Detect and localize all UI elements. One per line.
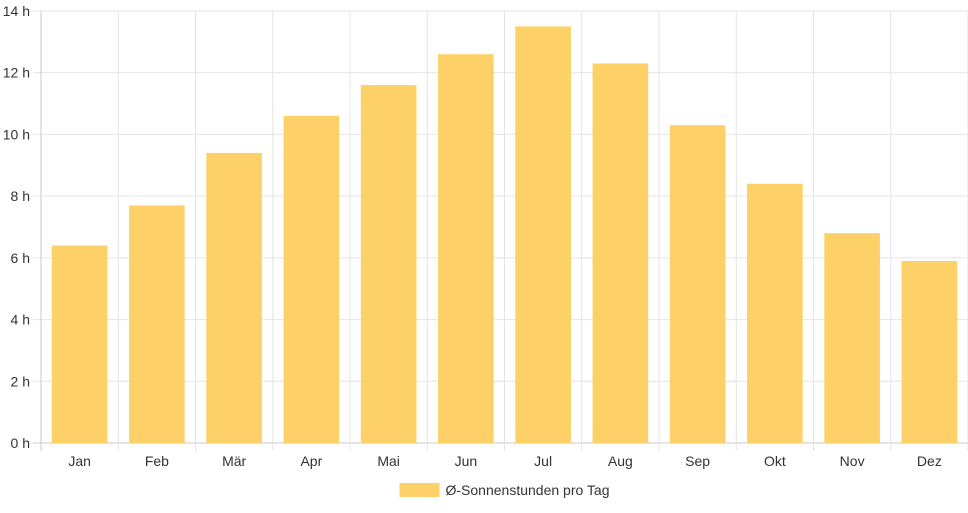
- y-tick-label: 4 h: [11, 312, 30, 328]
- x-tick-label: Sep: [685, 453, 710, 469]
- bar-Feb[interactable]: [129, 205, 185, 443]
- x-tick-label: Jul: [534, 453, 552, 469]
- bar-Jul[interactable]: [515, 26, 571, 444]
- bar-Mär[interactable]: [206, 152, 262, 443]
- bar-Jan[interactable]: [51, 245, 108, 443]
- y-tick-label: 10 h: [3, 126, 30, 142]
- y-tick-label: 14 h: [3, 3, 30, 19]
- bar-Nov[interactable]: [824, 233, 880, 443]
- bar-Mai[interactable]: [360, 85, 417, 444]
- legend-label: Ø-Sonnenstunden pro Tag: [446, 482, 610, 498]
- y-tick-label: 8 h: [11, 188, 30, 204]
- legend: Ø-Sonnenstunden pro Tag: [399, 482, 610, 498]
- bar-Okt[interactable]: [747, 183, 803, 444]
- bar-Sep[interactable]: [669, 125, 726, 444]
- legend-swatch: [399, 483, 440, 497]
- x-tick-label: Feb: [145, 453, 169, 469]
- x-tick-label: Okt: [764, 453, 786, 469]
- x-tick-label: Jan: [68, 453, 91, 469]
- x-tick-label: Dez: [917, 453, 942, 469]
- bar-series: [51, 26, 958, 444]
- bar-Aug[interactable]: [592, 63, 649, 443]
- x-tick-label: Jun: [455, 453, 478, 469]
- grid-lines: [33, 10, 968, 451]
- x-tick-label: Mai: [377, 453, 400, 469]
- y-tick-label: 2 h: [11, 373, 30, 389]
- bar-Apr[interactable]: [283, 115, 340, 444]
- y-tick-label: 0 h: [11, 435, 30, 451]
- bar-Jun[interactable]: [438, 54, 494, 443]
- y-tick-label: 12 h: [3, 65, 30, 81]
- bar-Dez[interactable]: [901, 260, 958, 443]
- x-tick-label: Nov: [840, 453, 865, 469]
- y-tick-label: 6 h: [11, 250, 30, 266]
- x-tick-label: Aug: [608, 453, 633, 469]
- x-tick-label: Apr: [300, 453, 322, 469]
- x-tick-label: Mär: [222, 453, 246, 469]
- axes: 0 h 2 h 4 h 6 h 8 h 10 h 12 h 14 h Jan Feb Mär Apr M…: [3, 3, 942, 469]
